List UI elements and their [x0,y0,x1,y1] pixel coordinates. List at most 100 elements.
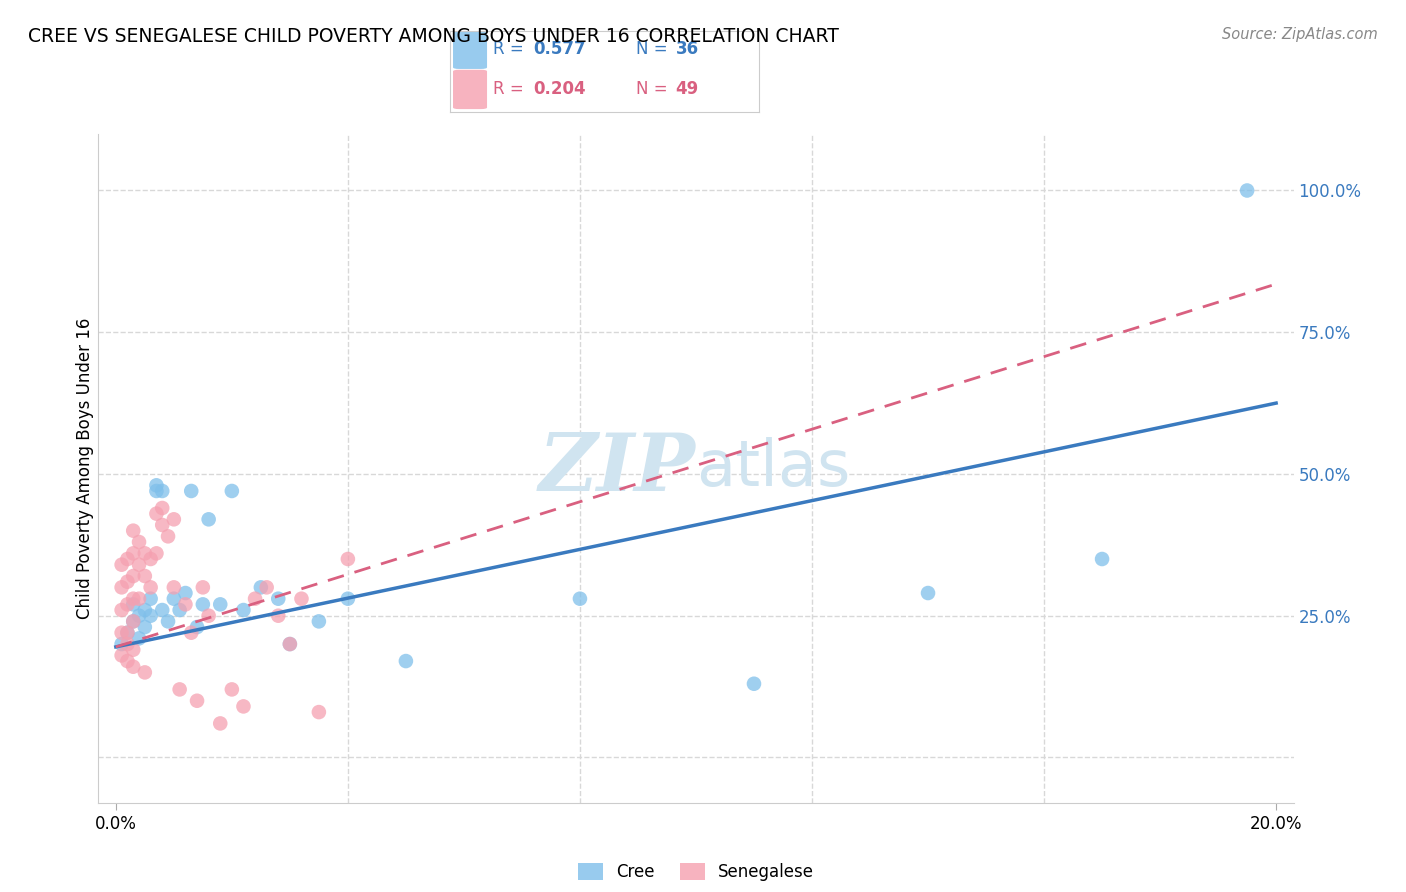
Point [395,654,418,668]
Point [197,608,219,623]
Point [122,591,145,606]
Point [117,637,139,651]
Point [145,483,167,498]
Point [139,591,162,606]
Point [122,615,145,629]
Point [111,625,134,640]
Text: R =: R = [494,40,529,58]
Point [145,546,167,560]
Point [163,580,186,594]
Point [150,518,173,533]
FancyBboxPatch shape [453,29,486,69]
Point [122,598,145,612]
Point [122,615,145,629]
Point [336,591,359,606]
Point [221,682,243,697]
Point [290,591,312,606]
Point [139,580,162,594]
Point [232,603,254,617]
Point [122,569,145,583]
Point [117,574,139,589]
Point [157,615,180,629]
Point [180,483,202,498]
Text: 0.577: 0.577 [533,40,586,58]
Text: R =: R = [494,80,529,98]
Point [150,500,173,515]
Point [256,580,278,594]
Point [278,637,301,651]
Point [267,591,290,606]
Point [122,524,145,538]
Point [917,586,939,600]
Text: ZIP: ZIP [538,430,696,507]
Point [111,580,134,594]
Text: 49: 49 [676,80,699,98]
Point [336,552,359,566]
Point [134,569,156,583]
Y-axis label: Child Poverty Among Boys Under 16: Child Poverty Among Boys Under 16 [76,318,94,619]
Point [111,558,134,572]
Point [209,598,232,612]
Point [169,682,191,697]
Point [163,591,186,606]
Point [186,620,208,634]
Text: N =: N = [636,80,672,98]
Point [174,598,197,612]
Point [128,608,150,623]
Point [250,580,273,594]
Text: 0.204: 0.204 [533,80,586,98]
Point [117,625,139,640]
FancyBboxPatch shape [453,70,486,109]
Point [232,699,254,714]
Point [1236,184,1258,198]
Point [134,546,156,560]
Point [150,603,173,617]
Point [169,603,191,617]
Point [163,512,186,526]
Point [209,716,232,731]
Point [191,580,214,594]
Point [180,625,202,640]
Point [128,558,150,572]
Legend: Cree, Senegalese: Cree, Senegalese [571,856,821,888]
Point [117,625,139,640]
Point [117,654,139,668]
Point [128,632,150,646]
Point [174,586,197,600]
Point [157,529,180,543]
Point [128,535,150,549]
Text: Source: ZipAtlas.com: Source: ZipAtlas.com [1222,27,1378,42]
Point [243,591,266,606]
Point [278,637,301,651]
Point [139,608,162,623]
Point [122,642,145,657]
Text: 36: 36 [676,40,699,58]
Point [134,603,156,617]
Point [145,507,167,521]
Point [197,512,219,526]
Point [186,694,208,708]
Point [267,608,290,623]
Point [139,552,162,566]
Text: CREE VS SENEGALESE CHILD POVERTY AMONG BOYS UNDER 16 CORRELATION CHART: CREE VS SENEGALESE CHILD POVERTY AMONG B… [28,27,839,45]
Point [568,591,591,606]
Point [134,620,156,634]
Point [221,483,243,498]
Point [308,615,330,629]
Point [122,546,145,560]
Text: atlas: atlas [696,437,851,500]
Point [122,659,145,673]
Point [117,552,139,566]
Point [150,483,173,498]
Point [111,603,134,617]
Point [191,598,214,612]
Point [308,705,330,719]
Text: N =: N = [636,40,672,58]
Point [1091,552,1114,566]
Point [145,478,167,492]
Point [134,665,156,680]
Point [111,637,134,651]
Point [111,648,134,663]
Point [117,598,139,612]
Point [128,591,150,606]
